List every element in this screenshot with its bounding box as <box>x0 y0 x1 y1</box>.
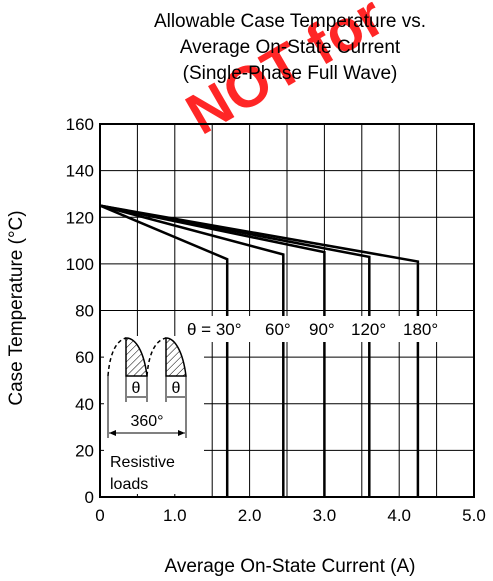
series-line <box>99 204 229 497</box>
waveform-dashed-2 <box>146 337 167 377</box>
chart-title-line2: Average On-State Current <box>180 37 401 58</box>
angle-label-background <box>186 316 448 342</box>
x-tick-label: 0 <box>95 506 104 525</box>
series-line <box>99 204 326 497</box>
series-line <box>99 204 285 497</box>
y-tick-label: 160 <box>66 115 94 134</box>
angle-label-30: θ = 30° <box>187 320 242 339</box>
waveform-dashed-1 <box>107 337 127 377</box>
y-tick-label: 60 <box>75 348 94 367</box>
plot-frame <box>99 123 475 498</box>
angle-label-180: 180° <box>403 320 438 339</box>
x-tick-label: 2.0 <box>238 506 262 525</box>
inset-background <box>104 336 204 494</box>
y-tick-label: 100 <box>66 255 94 274</box>
angle-label-120: 120° <box>351 320 386 339</box>
y-tick-label: 80 <box>75 302 94 321</box>
y-axis-label: Case Temperature (°C) <box>6 210 27 405</box>
waveform-inset: θ θ 360° Resistive loads <box>104 336 204 494</box>
series-line <box>99 204 420 497</box>
period-arrowhead-left <box>109 430 116 436</box>
angle-label-90: 90° <box>309 320 335 339</box>
theta-label-1: θ <box>132 380 141 397</box>
x-tick-label: 5.0 <box>462 506 486 525</box>
y-tick-label: 0 <box>85 488 94 507</box>
period-arrowhead-right <box>178 430 185 436</box>
chart-title-line1: Allowable Case Temperature vs. <box>154 11 426 32</box>
y-tick-label: 40 <box>75 395 94 414</box>
x-axis-label: Average On-State Current (A) <box>165 556 416 577</box>
x-tick-label: 3.0 <box>313 506 337 525</box>
series-line <box>99 204 371 497</box>
y-tick-label: 140 <box>66 162 94 181</box>
x-tick-label: 4.0 <box>387 506 411 525</box>
angle-label-60: 60° <box>265 320 291 339</box>
tick-labels: 0 1.0 2.0 3.0 4.0 5.0 0 20 40 60 80 100 120 140 160 <box>66 115 486 525</box>
load-label-line2: loads <box>110 476 148 493</box>
load-label-line1: Resistive <box>110 454 175 471</box>
series-group <box>99 204 420 497</box>
x-tick-label: 1.0 <box>163 506 187 525</box>
chart-title-line3: (Single-Phase Full Wave) <box>183 63 398 84</box>
theta-label-2: θ <box>172 380 181 397</box>
period-label: 360° <box>130 413 163 430</box>
y-tick-label: 20 <box>75 441 94 460</box>
y-tick-label: 120 <box>66 208 94 227</box>
